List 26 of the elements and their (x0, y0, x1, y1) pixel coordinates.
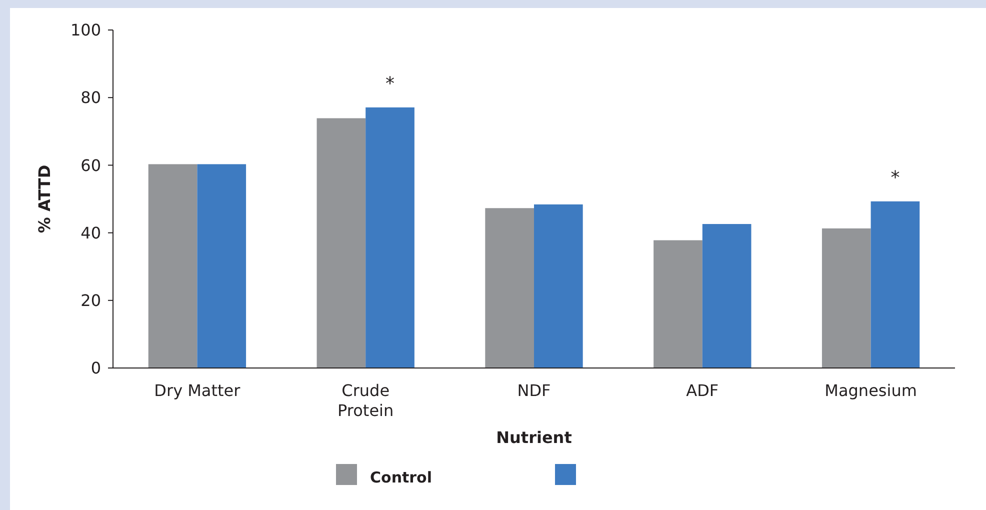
annotation: * (890, 167, 900, 188)
x-tick-label: Crude Protein (338, 381, 394, 420)
y-tick-label: 60 (80, 156, 101, 175)
y-tick-label: 0 (90, 358, 101, 378)
y-axis-title: % ATTD (35, 164, 54, 234)
x-tick-label: Magnesium (824, 381, 917, 400)
x-tick-label: ADF (686, 381, 719, 400)
x-axis-title: Nutrient (496, 428, 572, 447)
bar (148, 164, 198, 368)
y-tick-label: 20 (80, 291, 101, 310)
bar (366, 107, 414, 368)
annotation: * (386, 73, 395, 94)
bar (654, 240, 702, 368)
bar (702, 224, 752, 368)
bar (822, 228, 871, 368)
x-tick-label: NDF (517, 381, 551, 400)
bar (485, 208, 534, 368)
x-tick-label: Dry Matter (154, 381, 241, 400)
bar (316, 118, 366, 368)
legend-label: Control (370, 468, 432, 486)
bar (197, 164, 246, 368)
bar (534, 204, 583, 368)
bar (870, 201, 920, 368)
y-tick-label: 80 (80, 88, 101, 108)
y-tick-label: 100 (70, 20, 101, 40)
y-tick-label: 40 (80, 223, 101, 242)
